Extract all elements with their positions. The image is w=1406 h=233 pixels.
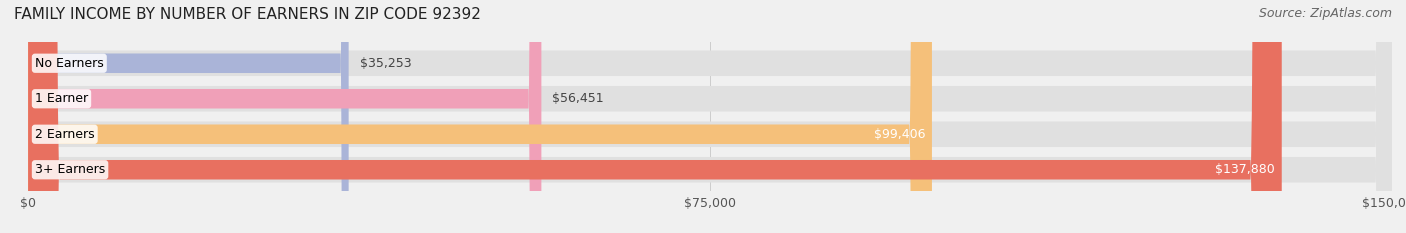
Text: No Earners: No Earners — [35, 57, 104, 70]
FancyBboxPatch shape — [28, 0, 1392, 233]
Text: $137,880: $137,880 — [1215, 163, 1275, 176]
FancyBboxPatch shape — [28, 0, 1282, 233]
Text: 2 Earners: 2 Earners — [35, 128, 94, 141]
FancyBboxPatch shape — [28, 0, 349, 233]
Text: 3+ Earners: 3+ Earners — [35, 163, 105, 176]
Text: $35,253: $35,253 — [360, 57, 411, 70]
Text: 1 Earner: 1 Earner — [35, 92, 89, 105]
FancyBboxPatch shape — [28, 0, 932, 233]
Text: FAMILY INCOME BY NUMBER OF EARNERS IN ZIP CODE 92392: FAMILY INCOME BY NUMBER OF EARNERS IN ZI… — [14, 7, 481, 22]
Text: $56,451: $56,451 — [553, 92, 605, 105]
FancyBboxPatch shape — [28, 0, 1392, 233]
FancyBboxPatch shape — [28, 0, 541, 233]
FancyBboxPatch shape — [28, 0, 1392, 233]
FancyBboxPatch shape — [28, 0, 1392, 233]
Text: Source: ZipAtlas.com: Source: ZipAtlas.com — [1258, 7, 1392, 20]
Text: $99,406: $99,406 — [873, 128, 925, 141]
